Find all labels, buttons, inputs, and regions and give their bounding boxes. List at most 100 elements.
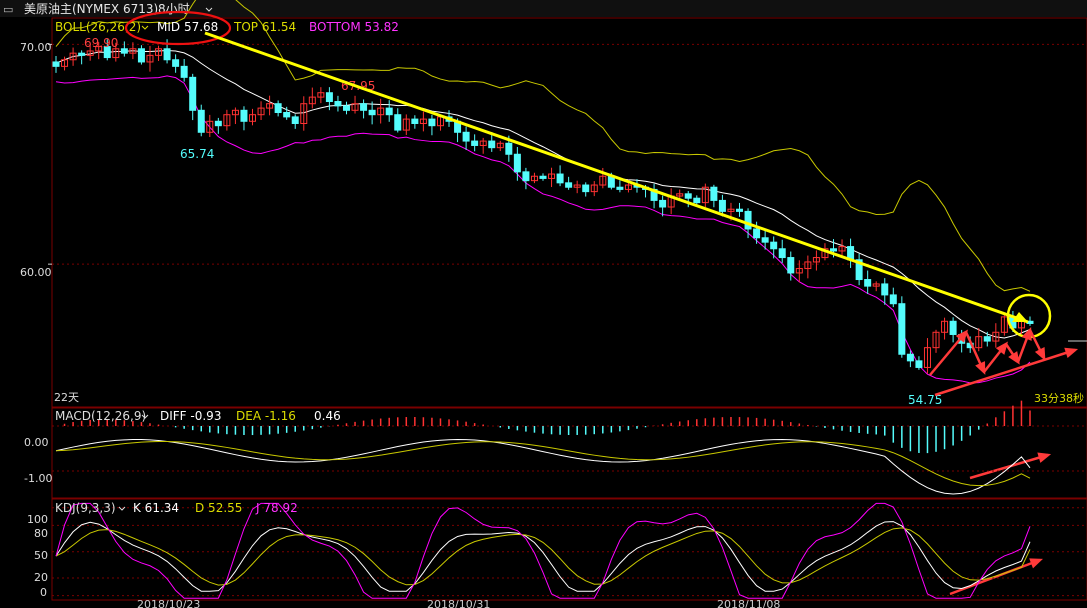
candle-body bbox=[761, 237, 769, 243]
arrow-line bbox=[949, 558, 1041, 596]
candle-body bbox=[360, 103, 368, 111]
arrow-head bbox=[995, 341, 1008, 355]
boll-mid-value: MID 57.68 bbox=[157, 20, 218, 34]
arrow-head bbox=[1021, 326, 1032, 341]
macd-diff-value: DIFF -0.93 bbox=[160, 409, 221, 423]
candle-body bbox=[795, 268, 803, 274]
macd-dea-line bbox=[55, 440, 1031, 487]
candle-body bbox=[659, 199, 667, 208]
boll-bottom-value: BOTTOM 53.82 bbox=[309, 20, 399, 34]
price-label-low: 65.74 bbox=[180, 147, 214, 161]
candle-body bbox=[505, 142, 513, 155]
arrow-head bbox=[975, 361, 986, 375]
candle-body bbox=[214, 120, 222, 127]
title-bar bbox=[0, 0, 1087, 17]
candle-body bbox=[462, 131, 470, 142]
candle-body bbox=[342, 105, 350, 111]
candle-body bbox=[368, 109, 376, 116]
candle-body bbox=[872, 283, 880, 287]
chevron-down-icon[interactable] bbox=[141, 25, 149, 30]
candle-body bbox=[69, 52, 77, 61]
kdj-d-value: D 52.55 bbox=[195, 501, 242, 515]
y-tick-label: -1.00 bbox=[24, 472, 52, 485]
y-tick-label: 20 bbox=[34, 571, 48, 584]
candle-body bbox=[718, 199, 726, 212]
y-tick-label: 70.00 bbox=[20, 41, 52, 54]
candle-body bbox=[249, 114, 257, 122]
candle-body bbox=[599, 175, 607, 186]
candle-body bbox=[240, 109, 248, 122]
candle-body bbox=[129, 48, 137, 54]
candle-body bbox=[428, 118, 436, 127]
boll-legend[interactable]: BOLL(26,26,2) bbox=[55, 20, 141, 34]
arrow-annotations bbox=[929, 326, 1079, 596]
symbol-title: 美原油主(NYMEX 6713) bbox=[24, 2, 158, 16]
candle-body bbox=[1000, 316, 1008, 333]
arrow-head bbox=[1029, 558, 1044, 569]
candle-body bbox=[590, 184, 598, 193]
trendline-annotation bbox=[204, 31, 1029, 324]
boll-bands bbox=[55, 0, 1031, 384]
macd-legend[interactable]: MACD(12,26,9) bbox=[55, 409, 146, 423]
candle-body bbox=[684, 193, 692, 199]
candle-body bbox=[701, 186, 709, 204]
candle-body bbox=[693, 197, 701, 204]
candle-body bbox=[308, 96, 316, 105]
kdj-k-line bbox=[55, 521, 1031, 592]
candle-body bbox=[565, 182, 573, 188]
y-tick-label: 80 bbox=[34, 527, 48, 540]
kdj-j-value: J 78.92 bbox=[255, 501, 298, 515]
kdj-d-line bbox=[55, 527, 1031, 586]
period-selector[interactable]: 8小时 bbox=[158, 2, 190, 16]
candle-body bbox=[137, 48, 145, 63]
candle-body bbox=[530, 175, 538, 182]
macd-value: 0.46 bbox=[314, 409, 341, 423]
arrow-head bbox=[955, 329, 969, 343]
candle-body bbox=[923, 347, 931, 368]
candle-body bbox=[488, 140, 496, 149]
kdj-legend[interactable]: KDJ(9,3,3) bbox=[55, 501, 116, 515]
candle-body bbox=[881, 283, 889, 296]
candle-body bbox=[744, 210, 752, 230]
candle-body bbox=[86, 50, 94, 56]
candle-body bbox=[180, 65, 188, 78]
candle-body bbox=[753, 228, 761, 239]
candle-body bbox=[291, 116, 299, 124]
candle-body bbox=[411, 118, 419, 124]
candle-body bbox=[710, 186, 718, 201]
candle-body bbox=[112, 48, 120, 59]
candles bbox=[52, 39, 1034, 374]
candle-body bbox=[95, 46, 103, 52]
candle-body bbox=[983, 336, 991, 342]
candle-body bbox=[616, 186, 624, 190]
panel-border bbox=[51, 407, 1087, 499]
candle-body bbox=[864, 279, 872, 287]
candle-body bbox=[377, 107, 385, 116]
chevron-down-icon[interactable] bbox=[118, 506, 126, 511]
candle-body bbox=[573, 184, 581, 188]
chevron-down-icon[interactable] bbox=[141, 414, 149, 419]
kdj-j-line bbox=[55, 502, 1031, 599]
panel-border bbox=[51, 498, 1087, 601]
y-tick-label: 0 bbox=[40, 586, 47, 599]
candle-body bbox=[231, 109, 239, 116]
candle-body bbox=[975, 336, 983, 349]
price-label-high: 69.90 bbox=[84, 36, 118, 50]
y-tick-label: 60.00 bbox=[20, 266, 52, 279]
candle-body bbox=[146, 54, 154, 63]
candle-body bbox=[624, 184, 632, 190]
candle-body bbox=[206, 120, 214, 133]
macd-panel bbox=[52, 400, 1087, 495]
candle-body bbox=[189, 76, 197, 111]
candle-body bbox=[898, 303, 906, 355]
candle-body bbox=[223, 114, 231, 127]
arrow-line bbox=[934, 348, 1076, 397]
candle-body bbox=[155, 48, 163, 56]
candle-body bbox=[419, 118, 427, 124]
candle-body bbox=[394, 114, 402, 131]
chevron-down-icon[interactable] bbox=[205, 7, 213, 12]
y-tick-label: 0.00 bbox=[24, 436, 49, 449]
candle-body bbox=[915, 360, 923, 368]
candle-body bbox=[172, 59, 180, 67]
